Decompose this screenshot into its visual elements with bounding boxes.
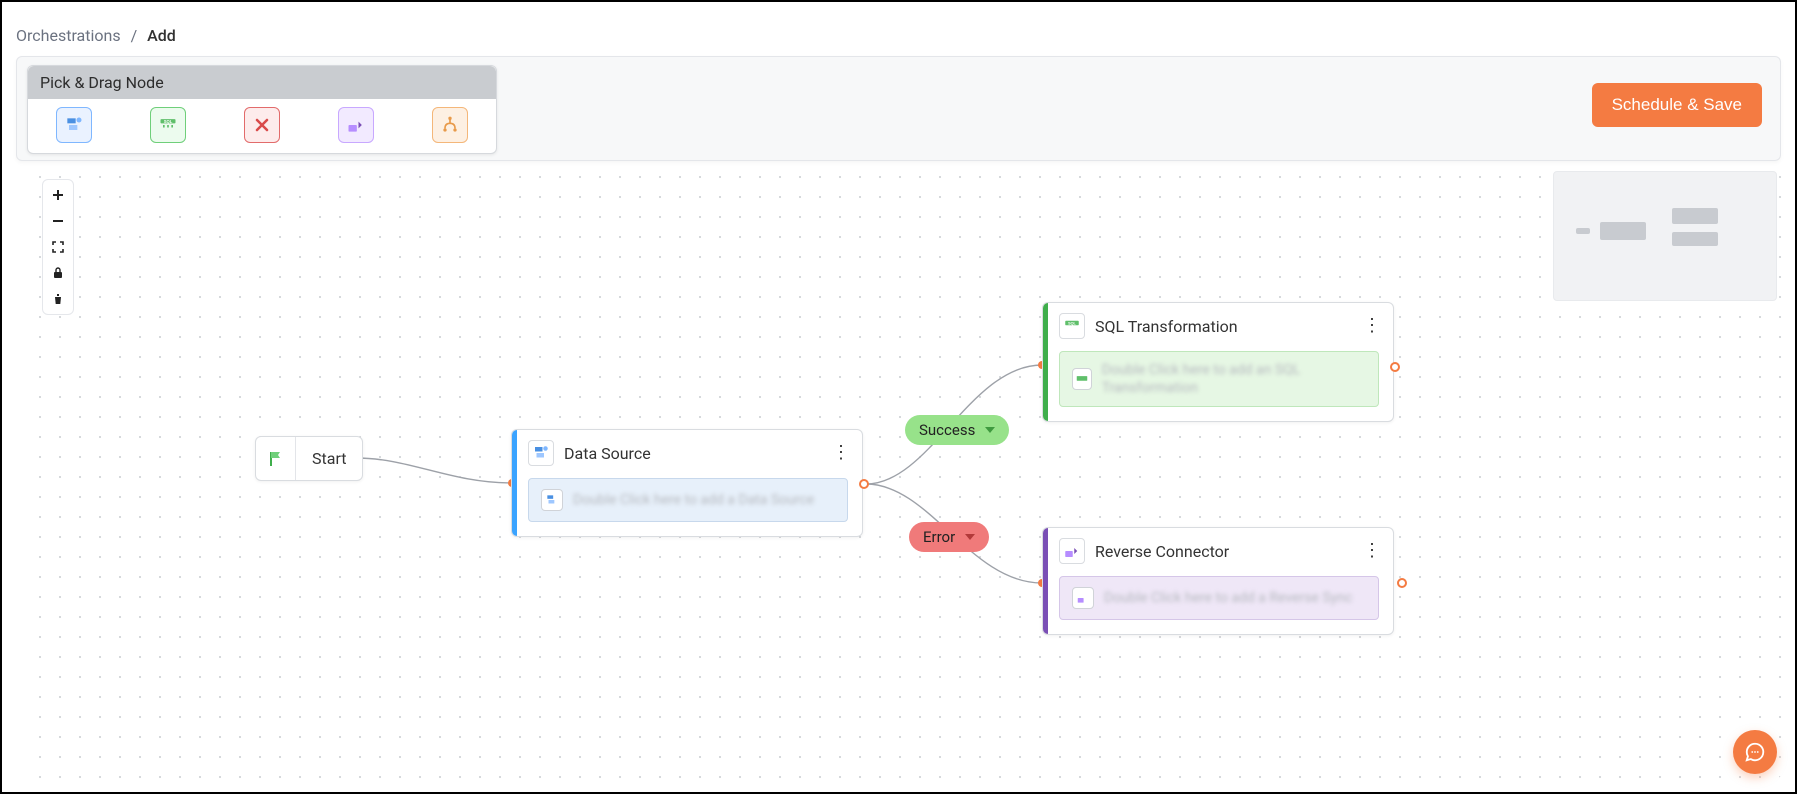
minimap[interactable] [1553,171,1777,301]
reverse-node-hint: Double Click here to add a Reverse Sync [1104,590,1352,606]
flag-icon [256,437,296,480]
top-panel: Pick & Drag Node SQL Schedule & S [16,56,1781,161]
data-source-icon [64,115,84,135]
chat-fab[interactable] [1733,730,1777,774]
palette-title: Pick & Drag Node [28,66,496,99]
breadcrumb: Orchestrations / Add [16,26,176,45]
data-source-mini-icon [541,489,563,511]
edge-label-success[interactable]: Success [905,415,1009,445]
delete-icon [252,115,272,135]
start-node[interactable]: Start [255,436,363,481]
lock-button[interactable] [45,262,71,284]
reverse-icon [346,115,366,135]
data-source-icon [528,440,554,466]
edge-label-error[interactable]: Error [909,522,989,552]
breadcrumb-current: Add [147,26,176,45]
sql-node-hint: Double Click here to add an SQL Transfor… [1102,361,1366,397]
data-source-node[interactable]: Data Source ⋮ Double Click here to add a… [511,429,863,537]
palette-item-data-source[interactable] [56,107,92,143]
reverse-mini-icon [1072,587,1094,609]
canvas-controls [42,179,74,315]
data-source-node-hint: Double Click here to add a Data Source [573,492,814,508]
edge-label-success-text: Success [919,421,975,439]
data-source-node-title: Data Source [564,444,651,463]
orchestration-canvas[interactable]: Start Data Source ⋮ Double Click here to… [30,167,1781,778]
breadcrumb-parent[interactable]: Orchestrations [16,26,121,45]
svg-text:SQL: SQL [164,119,173,124]
data-source-node-menu[interactable]: ⋮ [832,444,850,462]
palette-item-sql[interactable]: SQL [150,107,186,143]
fit-view-button[interactable] [45,236,71,258]
start-node-label: Start [296,437,362,480]
reverse-node-menu[interactable]: ⋮ [1363,542,1381,560]
zoom-in-button[interactable] [45,184,71,206]
sql-icon: SQL [158,115,178,135]
branch-icon [440,115,460,135]
zoom-out-button[interactable] [45,210,71,232]
reverse-node[interactable]: Reverse Connector ⋮ Double Click here to… [1042,527,1394,635]
edge-label-error-text: Error [923,528,955,546]
palette-item-reverse[interactable] [338,107,374,143]
chat-icon [1744,741,1766,763]
reverse-node-title: Reverse Connector [1095,542,1229,561]
delete-button[interactable] [45,288,71,310]
sql-node[interactable]: SQL SQL Transformation ⋮ Double Click he… [1042,302,1394,422]
sql-icon: SQL [1059,313,1085,339]
palette-item-delete[interactable] [244,107,280,143]
schedule-save-button[interactable]: Schedule & Save [1592,83,1762,127]
svg-text:SQL: SQL [1068,322,1076,326]
port[interactable] [859,479,869,489]
reverse-icon [1059,538,1085,564]
palette-item-branch[interactable] [432,107,468,143]
breadcrumb-sep: / [131,26,138,45]
sql-node-menu[interactable]: ⋮ [1363,317,1381,335]
port[interactable] [1390,362,1400,372]
sql-node-title: SQL Transformation [1095,317,1238,336]
node-palette: Pick & Drag Node SQL [27,65,497,154]
chevron-down-icon [985,427,995,433]
chevron-down-icon [965,534,975,540]
port[interactable] [1397,578,1407,588]
sql-mini-icon [1072,368,1092,390]
